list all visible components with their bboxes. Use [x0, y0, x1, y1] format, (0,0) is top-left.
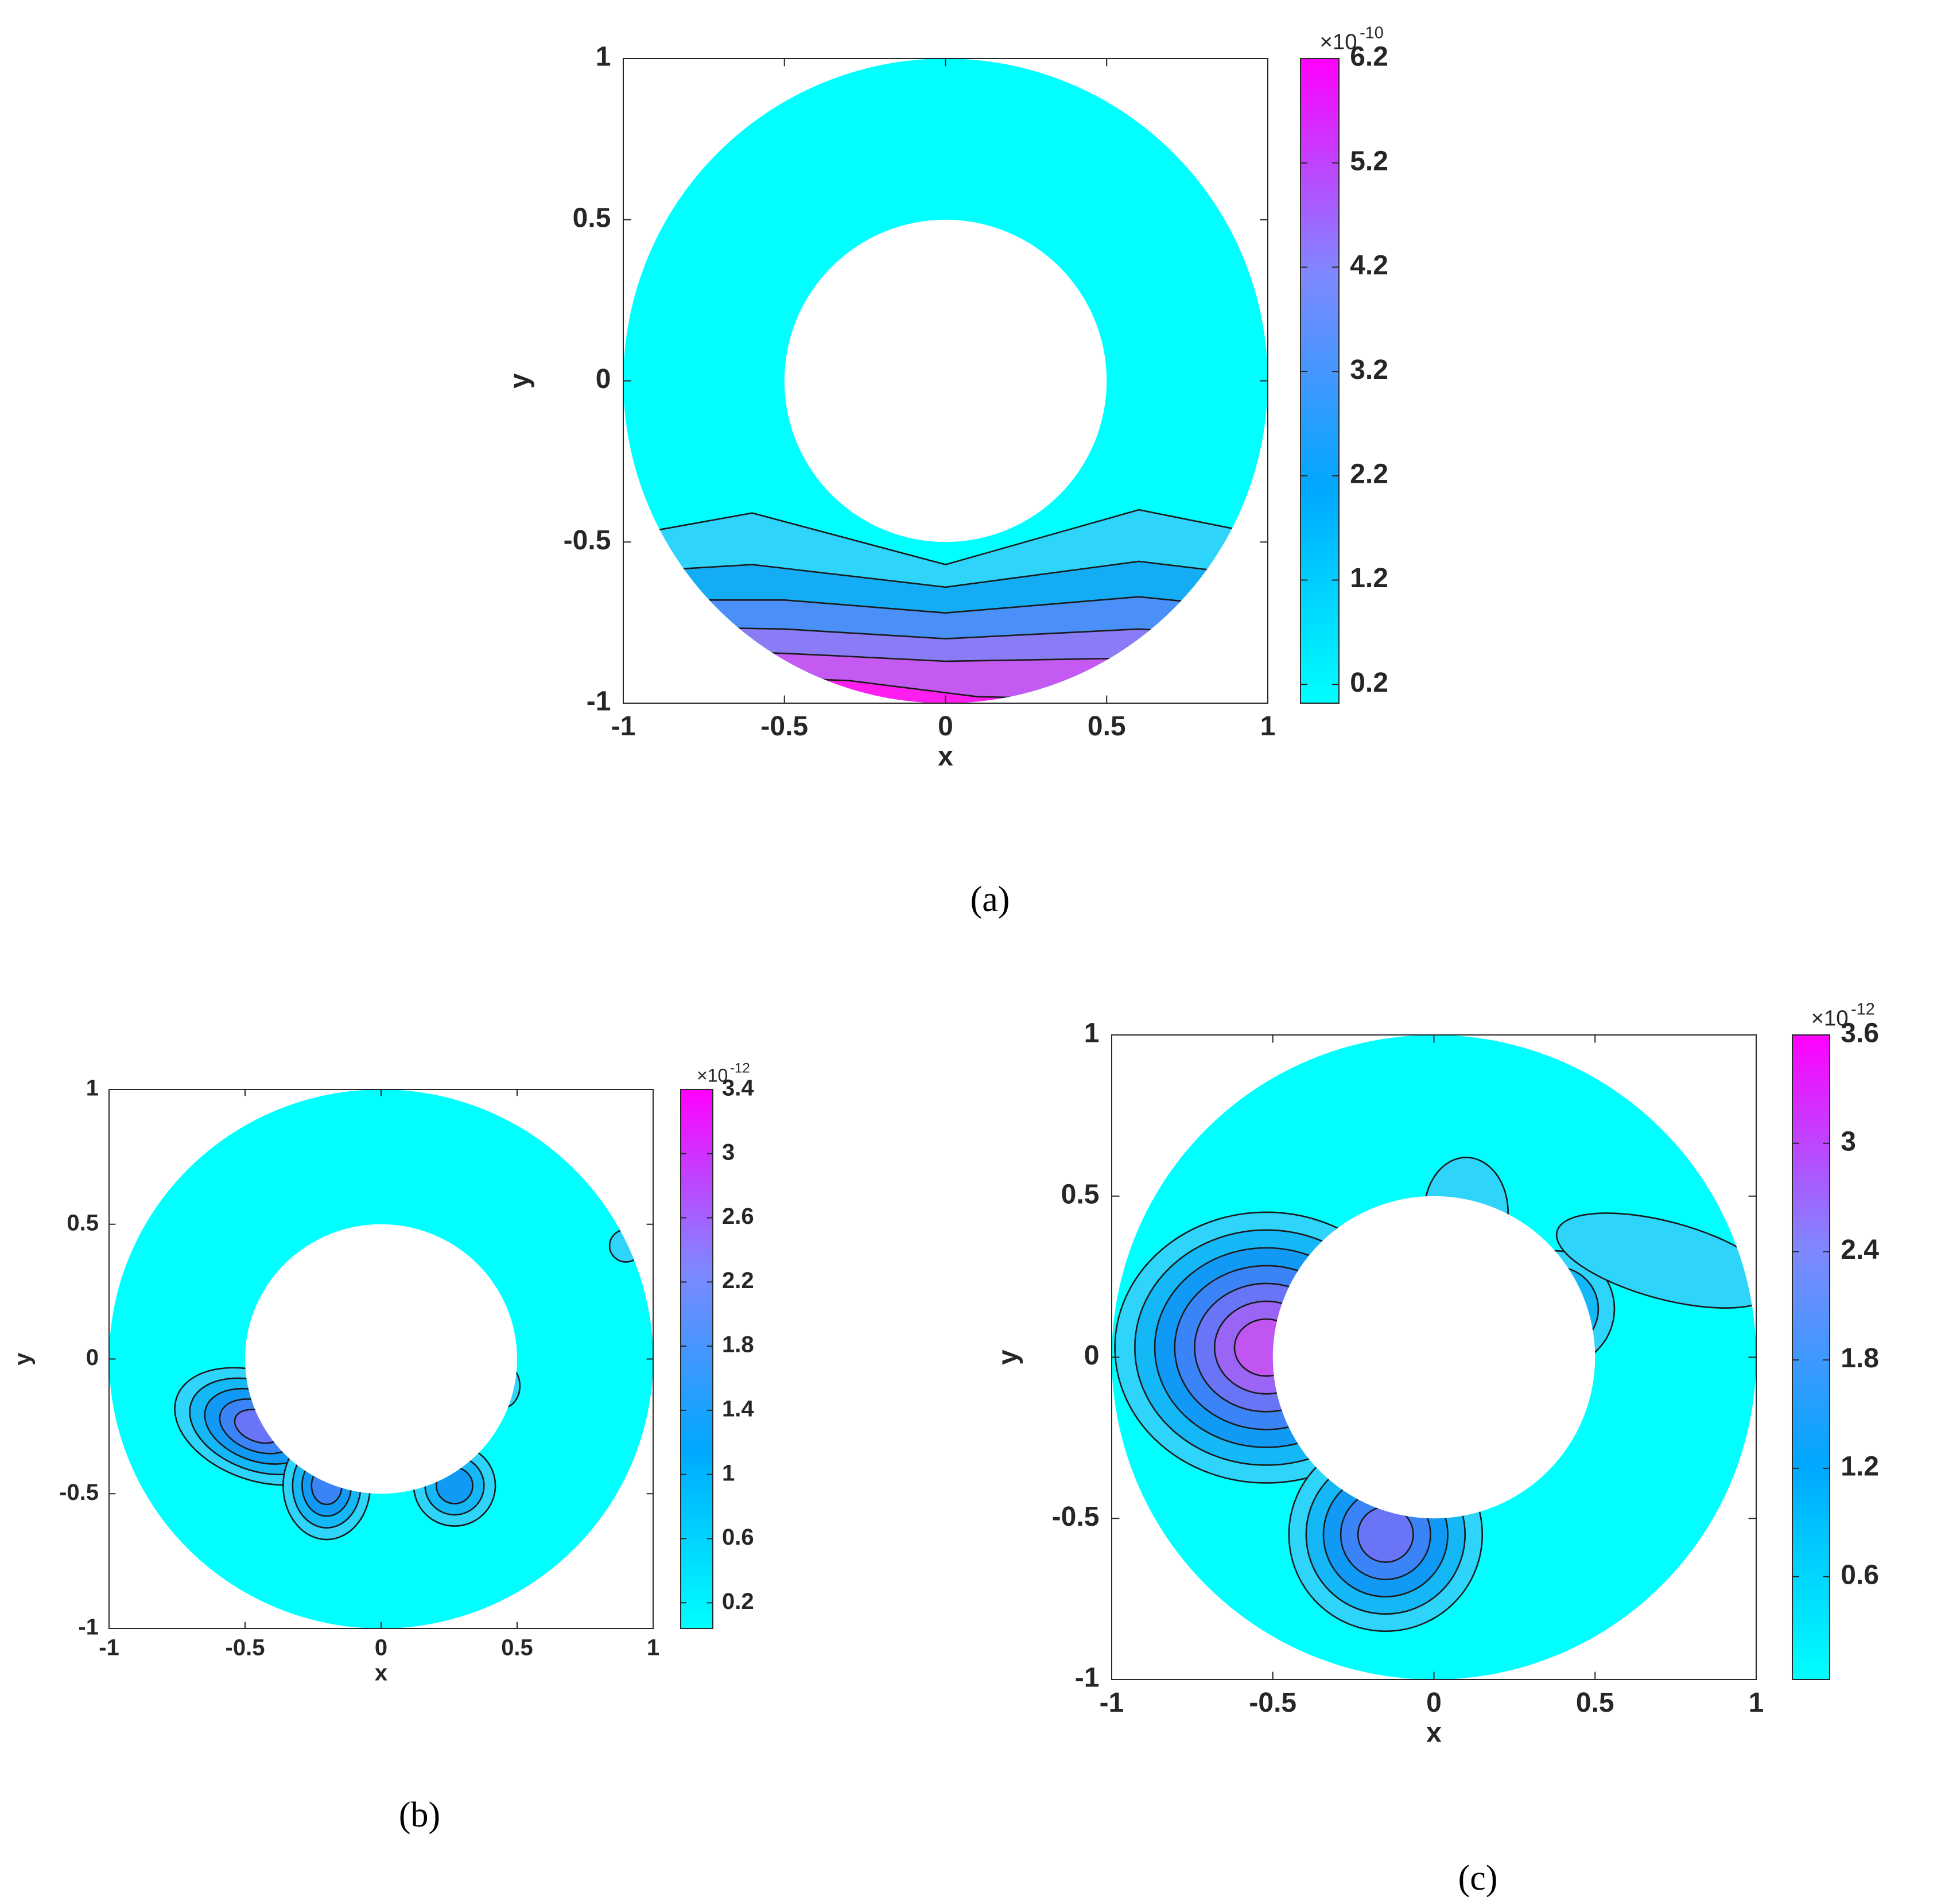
- colorbar-multiplier: ×10: [1320, 30, 1357, 55]
- colorbar-multiplier: ×10: [697, 1065, 728, 1085]
- y-tick-label: -0.5: [59, 1480, 99, 1505]
- colorbar-tick-label: 1.2: [1841, 1452, 1879, 1482]
- x-tick-label: 0.5: [501, 1635, 533, 1661]
- colorbar: [1300, 58, 1340, 704]
- colorbar-tick-label: 2.4: [1841, 1235, 1879, 1265]
- panel-caption: (b): [399, 1796, 440, 1835]
- colorbar-tick-label: 1.8: [1841, 1343, 1879, 1374]
- y-tick-label: 0.5: [67, 1210, 99, 1235]
- inner-hole: [784, 219, 1107, 542]
- x-tick-label: 0: [375, 1635, 387, 1661]
- y-tick-label: -0.5: [564, 525, 611, 556]
- colorbar: [1792, 1034, 1830, 1680]
- x-tick-label: 0: [938, 711, 953, 742]
- y-tick-label: -1: [587, 687, 611, 717]
- colorbar-tick-label: 1.8: [722, 1332, 754, 1358]
- colorbar-tick-label: 2.6: [722, 1204, 754, 1229]
- colorbar-tick-label: 6.2: [1350, 42, 1388, 72]
- y-tick-label: 0.5: [1061, 1179, 1100, 1209]
- x-tick-label: -0.5: [1249, 1688, 1296, 1718]
- x-tick-label: 0: [1426, 1688, 1442, 1718]
- panel-caption: (c): [1458, 1859, 1498, 1898]
- y-tick-label: -0.5: [1052, 1502, 1100, 1532]
- x-tick-label: 1: [1260, 711, 1276, 742]
- colorbar-tick-label: 2.2: [1350, 459, 1388, 490]
- colorbar-tick-label: 3.6: [1841, 1018, 1879, 1049]
- colorbar-exponent: -10: [1360, 24, 1384, 42]
- colorbar-tick-label: 0.2: [722, 1589, 754, 1614]
- contour-band: [1547, 1194, 1756, 1327]
- y-tick-label: -1: [1075, 1663, 1100, 1693]
- colorbar-tick-label: 0.2: [1350, 668, 1388, 698]
- plot-area: [1112, 1035, 1756, 1680]
- y-tick-label: 0: [86, 1345, 99, 1370]
- colorbar: [680, 1089, 713, 1629]
- y-tick-label: 1: [86, 1076, 99, 1101]
- y-tick-label: -1: [78, 1615, 99, 1640]
- colorbar-tick-label: 0.6: [1841, 1560, 1879, 1590]
- colorbar-tick-label: 2.2: [722, 1268, 754, 1293]
- colorbar-tick-label: 5.2: [1350, 146, 1388, 176]
- y-axis-label: y: [504, 373, 535, 389]
- inner-hole: [1272, 1196, 1595, 1519]
- x-tick-label: -1: [99, 1635, 119, 1661]
- panel: -1 -0.5 0 0.5 1 -1 -0.5 0 0.5 1 x y 0.2 1.2 2.2 3.2 4.2 5…: [504, 24, 1388, 919]
- plot-area: [623, 59, 1268, 703]
- y-tick-label: 0: [596, 364, 611, 394]
- inner-hole: [245, 1224, 517, 1494]
- colorbar-tick-label: 1.4: [722, 1396, 754, 1421]
- colorbar-tick-label: 3.4: [722, 1076, 754, 1101]
- x-tick-label: 1: [647, 1635, 659, 1661]
- x-tick-label: 1: [1749, 1688, 1764, 1718]
- colorbar-multiplier: ×10: [1811, 1006, 1849, 1031]
- x-tick-label: 0.5: [1088, 711, 1126, 742]
- contour-band: [610, 1230, 642, 1262]
- x-axis-label: x: [938, 742, 953, 772]
- colorbar-tick-label: 3.2: [1350, 355, 1388, 385]
- x-tick-label: -1: [1100, 1688, 1124, 1718]
- panel-caption: (a): [970, 880, 1010, 919]
- x-tick-label: -0.5: [226, 1635, 265, 1661]
- y-axis-label: y: [10, 1352, 36, 1366]
- y-tick-label: 1: [1084, 1018, 1100, 1049]
- plot-area: [109, 1089, 653, 1628]
- colorbar-tick-label: 1: [722, 1460, 735, 1486]
- panel: -1 -0.5 0 0.5 1 -1 -0.5 0 0.5 1 x y 0.6 1.2 1.8 2.4 3 3.6…: [993, 1000, 1879, 1898]
- colorbar-exponent: -12: [730, 1060, 750, 1076]
- colorbar-tick-label: 3: [722, 1139, 735, 1165]
- x-tick-label: -1: [611, 711, 636, 742]
- y-tick-label: 0.5: [573, 203, 611, 233]
- x-axis-label: x: [375, 1661, 387, 1686]
- colorbar-exponent: -12: [1851, 1000, 1875, 1018]
- y-axis-label: y: [993, 1350, 1023, 1365]
- y-tick-label: 0: [1084, 1340, 1100, 1371]
- panel: -1 -0.5 0 0.5 1 -1 -0.5 0 0.5 1 x y 0.2 0.6 1 1.4 1.8 2.2…: [10, 1060, 755, 1835]
- x-tick-label: -0.5: [760, 711, 808, 742]
- colorbar-tick-label: 3: [1841, 1126, 1856, 1157]
- colorbar-tick-label: 0.6: [722, 1525, 754, 1550]
- x-tick-label: 0.5: [1576, 1688, 1614, 1718]
- colorbar-tick-label: 1.2: [1350, 563, 1388, 594]
- y-tick-label: 1: [596, 42, 611, 72]
- x-axis-label: x: [1426, 1718, 1442, 1748]
- colorbar-tick-label: 4.2: [1350, 250, 1388, 281]
